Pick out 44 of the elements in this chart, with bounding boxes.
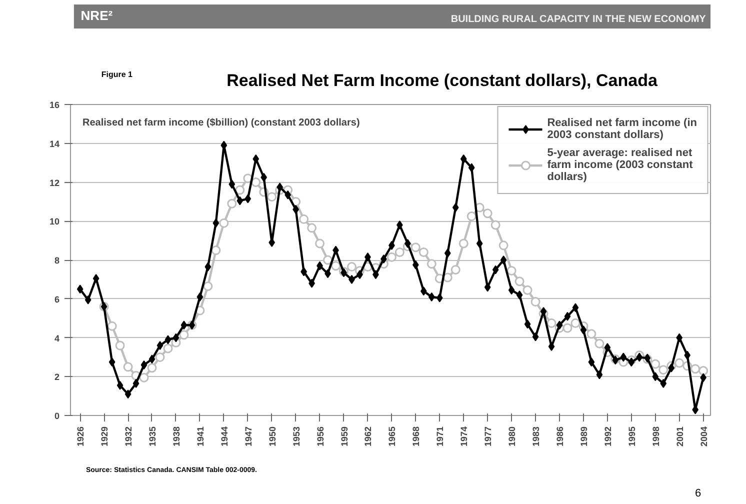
y-axis-title: Realised net farm income ($billion) (constant 2003 dollars) <box>82 118 360 129</box>
x-tick-label: 1980 <box>507 426 518 447</box>
text: NRE² <box>80 8 114 23</box>
chart-title: Realised Net Farm Income (constant dollars), Canada <box>226 71 658 90</box>
x-tick-label: 1932 <box>124 426 134 447</box>
x-tick-label: 1947 <box>243 426 254 447</box>
x-tick-label: 2001 <box>674 426 685 447</box>
x-tick-label: 1935 <box>148 426 158 447</box>
x-tick-label: 1959 <box>339 426 350 447</box>
x-tick-label: 1971 <box>435 426 446 447</box>
x-tick-label: 1956 <box>315 426 326 447</box>
x-tick-label: 1962 <box>363 426 374 447</box>
y-tick-label: 2 <box>54 372 60 382</box>
y-tick-label: 10 <box>49 216 60 227</box>
x-tick-label: 1965 <box>387 426 398 447</box>
x-tick-label: 1941 <box>195 426 206 447</box>
caption: Figure 1 <box>101 70 134 79</box>
x-tick-label: 1968 <box>411 426 422 447</box>
y-tick-label: 14 <box>49 138 60 149</box>
x-tick-label: 1989 <box>578 426 589 447</box>
legend-label: Realised net farm income (in 2003 constant dollars) <box>547 117 697 141</box>
x-tick-label: 1938 <box>171 426 182 447</box>
x-tick-label: 1953 <box>291 426 302 447</box>
x-tick-label: 1992 <box>602 426 613 447</box>
y-tick-label: 0 <box>54 411 60 421</box>
y-tick-label: 8 <box>54 256 60 266</box>
x-tick-label: 1929 <box>100 426 110 447</box>
y-tick-label: 16 <box>49 100 60 110</box>
x-tick-label: 1944 <box>219 426 230 447</box>
x-tick-label: 1986 <box>554 426 565 447</box>
legend-label: 5-year average: realised net farm income (2003 constant dollars) <box>547 147 693 183</box>
y-tick-label: 4 <box>54 333 60 344</box>
x-tick-label: 2004 <box>698 426 709 447</box>
x-tick-label: 1998 <box>650 426 661 447</box>
y-tick-label: 6 <box>54 294 60 304</box>
y-tick-label: 12 <box>49 178 60 188</box>
x-tick-label: 1977 <box>483 426 494 447</box>
x-tick-label: 1983 <box>531 426 542 447</box>
x-tick-label: 1995 <box>626 426 637 447</box>
text: BUILDING RURAL CAPACITY IN THE NEW ECONOMY <box>450 14 706 25</box>
x-tick-label: 1974 <box>459 426 470 447</box>
x-tick-label: 1950 <box>267 426 278 447</box>
text: 6 <box>694 488 702 500</box>
x-tick-label: 1926 <box>76 426 86 447</box>
